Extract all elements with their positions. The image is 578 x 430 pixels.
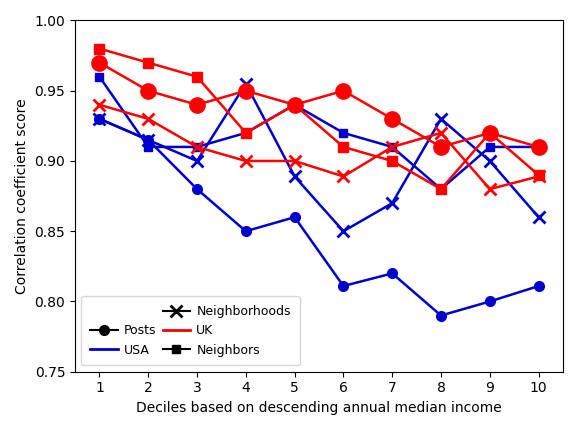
X-axis label: Deciles based on descending annual median income: Deciles based on descending annual media… (136, 401, 502, 415)
Y-axis label: Correlation coefficient score: Correlation coefficient score (15, 98, 29, 294)
Legend: , Posts, USA, Neighborhoods, UK, Neighbors: , Posts, USA, Neighborhoods, UK, Neighbo… (81, 296, 299, 366)
